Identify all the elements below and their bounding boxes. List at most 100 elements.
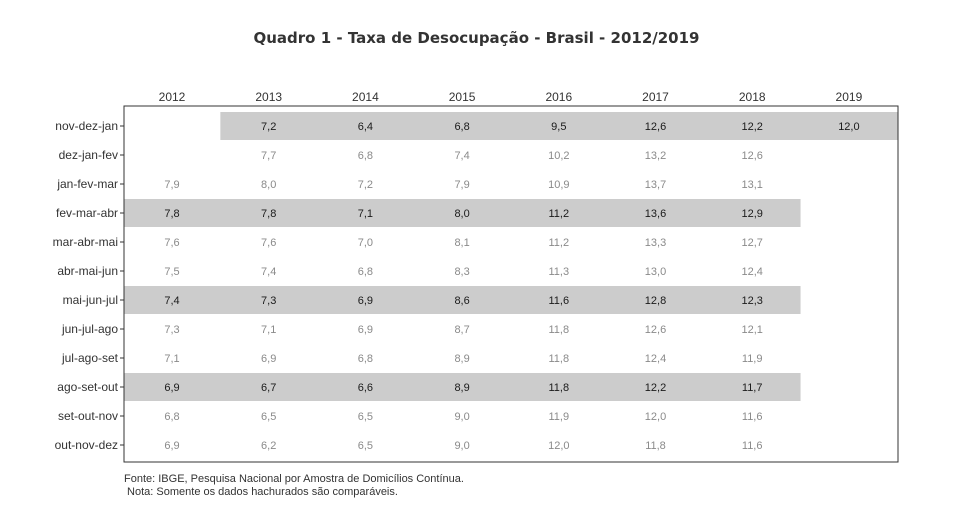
- cell-value: 11,2: [549, 208, 570, 220]
- table-cells: 7,2 6,4 6,8 9,5 12,6 12,2 12,0 7,7 6,8 7,4 10,2 13,…: [164, 121, 859, 452]
- column-header-2014: 2014: [352, 90, 379, 104]
- cell-value: 6,9: [164, 382, 179, 394]
- cell-value: 11,3: [549, 266, 570, 278]
- cell-value: 7,5: [164, 266, 179, 278]
- row-label-out-nov-dez: out-nov-dez: [55, 438, 118, 452]
- highlight-band-fev-mar-abr: [124, 199, 801, 227]
- cell-value: 11,2: [549, 237, 570, 249]
- cell-value: 7,6: [261, 237, 276, 249]
- chart-title: Quadro 1 - Taxa de Desocupação - Brasil …: [253, 29, 700, 47]
- row-label-jul-ago-set: jul-ago-set: [61, 351, 119, 365]
- cell-value: 7,1: [261, 324, 276, 336]
- row-label-mar-abr-mai: mar-abr-mai: [53, 235, 118, 249]
- row-label-jan-fev-mar: jan-fev-mar: [56, 177, 118, 191]
- column-header-2017: 2017: [642, 90, 669, 104]
- highlight-bands: [124, 112, 899, 401]
- cell-value: 8,9: [454, 353, 469, 365]
- row-label-jun-jul-ago: jun-jul-ago: [61, 322, 118, 336]
- cell-value: 11,6: [549, 295, 570, 307]
- cell-value: 11,6: [742, 411, 763, 423]
- cell-value: 12,9: [741, 208, 762, 220]
- cell-value: 12,0: [548, 440, 569, 452]
- cell-value: 7,0: [358, 237, 373, 249]
- cell-value: 7,6: [164, 237, 179, 249]
- cell-value: 11,9: [549, 411, 570, 423]
- cell-value: 6,8: [454, 121, 469, 133]
- cell-value: 12,1: [741, 324, 762, 336]
- cell-value: 7,9: [454, 179, 469, 191]
- cell-value: 6,9: [164, 440, 179, 452]
- row-label-mai-jun-jul: mai-jun-jul: [63, 293, 118, 307]
- cell-value: 11,8: [549, 382, 570, 394]
- cell-value: 10,9: [548, 179, 569, 191]
- cell-value: 12,0: [838, 121, 859, 133]
- cell-value: 7,2: [261, 121, 276, 133]
- row-label-ago-set-out: ago-set-out: [57, 380, 118, 394]
- cell-value: 7,8: [261, 208, 276, 220]
- column-header-2019: 2019: [836, 90, 863, 104]
- comparability-note: Nota: Somente os dados hachurados são co…: [124, 486, 398, 498]
- column-header-2013: 2013: [255, 90, 282, 104]
- cell-value: 7,1: [164, 353, 179, 365]
- row-label-fev-mar-abr: fev-mar-abr: [56, 206, 118, 220]
- cell-value: 7,3: [261, 295, 276, 307]
- highlight-band-mai-jun-jul: [124, 286, 801, 314]
- cell-value: 6,5: [358, 411, 373, 423]
- cell-value: 11,8: [645, 440, 666, 452]
- cell-value: 6,8: [358, 266, 373, 278]
- cell-value: 7,9: [164, 179, 179, 191]
- cell-value: 9,0: [454, 440, 469, 452]
- cell-value: 13,6: [645, 208, 666, 220]
- cell-value: 12,0: [645, 411, 666, 423]
- column-header-2012: 2012: [159, 90, 186, 104]
- row-label-set-out-nov: set-out-nov: [58, 409, 118, 423]
- cell-value: 8,3: [454, 266, 469, 278]
- cell-value: 12,2: [741, 121, 762, 133]
- cell-value: 9,5: [551, 121, 566, 133]
- cell-value: 7,4: [454, 150, 469, 162]
- row-label-abr-mai-jun: abr-mai-jun: [57, 264, 118, 278]
- cell-value: 13,3: [645, 237, 666, 249]
- cell-value: 12,7: [741, 237, 762, 249]
- cell-value: 6,9: [261, 353, 276, 365]
- cell-value: 13,1: [741, 179, 762, 191]
- data-table-chart: 2012 2013 2014 2015 2016 2017 2018 2019 nov-dez…: [53, 90, 899, 463]
- cell-value: 9,0: [454, 411, 469, 423]
- cell-value: 7,8: [164, 208, 179, 220]
- column-headers: 2012 2013 2014 2015 2016 2017 2018 2019: [159, 90, 863, 104]
- cell-value: 12,6: [645, 121, 666, 133]
- cell-value: 11,8: [549, 353, 570, 365]
- cell-value: 13,7: [645, 179, 666, 191]
- cell-value: 13,0: [645, 266, 666, 278]
- cell-value: 13,2: [645, 150, 666, 162]
- cell-value: 12,3: [741, 295, 762, 307]
- cell-value: 7,4: [164, 295, 179, 307]
- cell-value: 6,9: [358, 295, 373, 307]
- cell-value: 7,1: [358, 208, 373, 220]
- cell-value: 6,8: [358, 150, 373, 162]
- cell-value: 11,8: [549, 324, 570, 336]
- cell-value: 7,3: [164, 324, 179, 336]
- cell-value: 11,6: [742, 440, 763, 452]
- cell-value: 6,9: [358, 324, 373, 336]
- cell-value: 7,7: [261, 150, 276, 162]
- cell-value: 8,1: [454, 237, 469, 249]
- cell-value: 6,8: [164, 411, 179, 423]
- cell-value: 12,8: [645, 295, 666, 307]
- cell-value: 8,9: [454, 382, 469, 394]
- cell-value: 8,6: [454, 295, 469, 307]
- row-labels: nov-dez-jan dez-jan-fev jan-fev-mar fev-mar…: [53, 119, 124, 452]
- cell-value: 8,7: [454, 324, 469, 336]
- row-label-nov-dez-jan: nov-dez-jan: [55, 119, 118, 133]
- cell-value: 7,4: [261, 266, 276, 278]
- cell-value: 6,6: [358, 382, 373, 394]
- highlight-band-ago-set-out: [124, 373, 801, 401]
- cell-value: 12,6: [741, 150, 762, 162]
- cell-value: 6,7: [261, 382, 276, 394]
- cell-value: 11,9: [742, 353, 763, 365]
- cell-value: 6,2: [261, 440, 276, 452]
- cell-value: 6,5: [261, 411, 276, 423]
- footer: Fonte: IBGE, Pesquisa Nacional por Amost…: [124, 473, 464, 499]
- cell-value: 8,0: [261, 179, 276, 191]
- row-label-dez-jan-fev: dez-jan-fev: [59, 148, 118, 162]
